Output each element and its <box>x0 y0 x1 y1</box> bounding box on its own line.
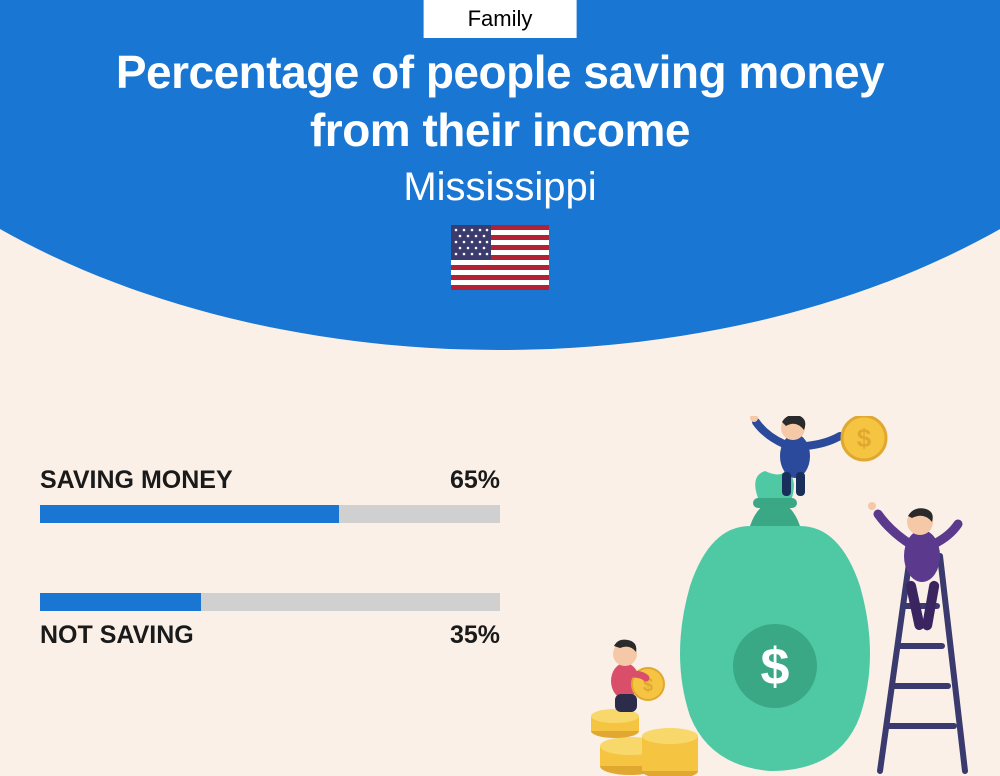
bar-track <box>40 505 500 523</box>
bar-track <box>40 593 500 611</box>
svg-text:$: $ <box>761 638 790 696</box>
ladder-icon <box>880 556 965 771</box>
bar-fill <box>40 593 201 611</box>
money-bag-icon: $ <box>680 471 870 771</box>
bar-label: NOT SAVING <box>40 621 194 650</box>
svg-text:$: $ <box>857 423 872 453</box>
money-illustration: $ $ $ <box>570 416 980 776</box>
title-line-1: Percentage of people saving money <box>0 44 1000 102</box>
category-tag: Family <box>424 0 577 38</box>
title-block: Percentage of people saving money from t… <box>0 44 1000 210</box>
bar-header: SAVING MONEY 65% <box>40 466 500 495</box>
bar-value: 65% <box>450 466 500 495</box>
bar-label: SAVING MONEY <box>40 466 233 495</box>
coin-stack-icon <box>591 709 698 776</box>
title-line-2: from their income <box>0 102 1000 160</box>
location-subtitle: Mississippi <box>0 165 1000 210</box>
bars-container: SAVING MONEY 65% NOT SAVING 35% <box>40 466 500 720</box>
us-flag-icon <box>451 225 549 290</box>
bar-fill <box>40 505 339 523</box>
bar-value: 35% <box>450 621 500 650</box>
person-sitting-icon: $ <box>611 640 664 712</box>
bar-saving-money: SAVING MONEY 65% <box>40 466 500 523</box>
bar-not-saving: NOT SAVING 35% <box>40 593 500 650</box>
bar-header: NOT SAVING 35% <box>40 621 500 650</box>
